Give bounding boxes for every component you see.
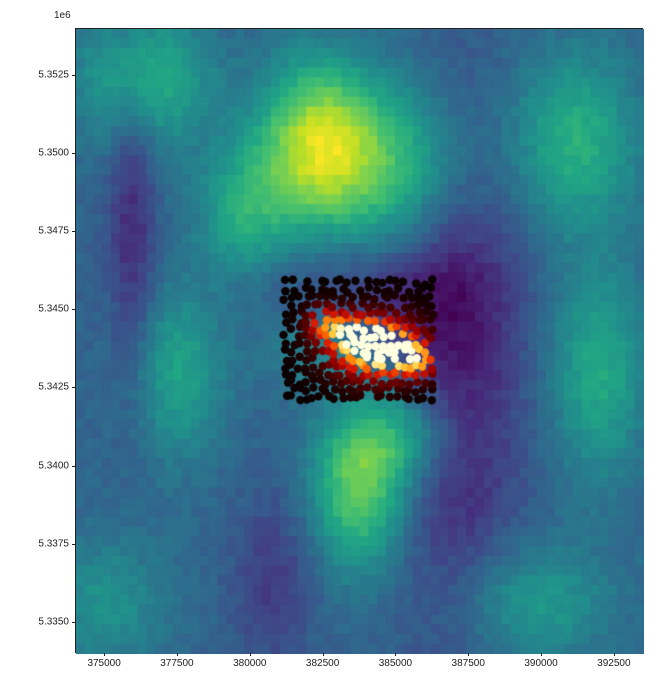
y-tick-mark (72, 75, 75, 76)
x-tick-label: 377500 (160, 658, 193, 669)
y-tick-mark (72, 622, 75, 623)
x-tick-label: 390000 (524, 658, 557, 669)
y-tick-label: 5.3375 (9, 538, 69, 549)
y-tick-label: 5.3450 (9, 304, 69, 315)
x-tick-label: 380000 (233, 658, 266, 669)
y-tick-label: 5.3500 (9, 148, 69, 159)
scatter-layer (76, 29, 644, 654)
x-tick-label: 375000 (87, 658, 120, 669)
y-tick-label: 5.3475 (9, 226, 69, 237)
plot-area (75, 28, 643, 653)
x-tick-mark (323, 653, 324, 656)
x-tick-label: 385000 (379, 658, 412, 669)
y-tick-mark (72, 153, 75, 154)
y-tick-mark (72, 231, 75, 232)
x-tick-mark (395, 653, 396, 656)
y-tick-label: 5.3525 (9, 69, 69, 80)
y-tick-mark (72, 466, 75, 467)
y-tick-mark (72, 309, 75, 310)
x-tick-mark (250, 653, 251, 656)
y-tick-mark (72, 387, 75, 388)
x-tick-label: 382500 (306, 658, 339, 669)
figure: 1e6 5.3350 5.3375 5.3400 5.3425 5.3450 5.3475… (0, 0, 659, 694)
y-tick-mark (72, 544, 75, 545)
x-tick-label: 392500 (597, 658, 630, 669)
x-tick-mark (104, 653, 105, 656)
y-tick-label: 5.3350 (9, 616, 69, 627)
y-tick-label: 5.3400 (9, 460, 69, 471)
y-tick-label: 5.3425 (9, 382, 69, 393)
y-axis-offset: 1e6 (54, 10, 71, 21)
x-tick-mark (614, 653, 615, 656)
x-tick-mark (177, 653, 178, 656)
x-tick-label: 387500 (452, 658, 485, 669)
x-tick-mark (541, 653, 542, 656)
x-tick-mark (468, 653, 469, 656)
